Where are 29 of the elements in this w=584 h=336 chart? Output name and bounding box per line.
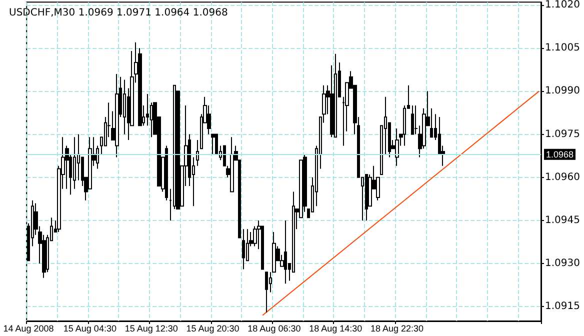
- x-tick-label: 15 Aug 20:30: [186, 324, 240, 334]
- candlestick: [242, 228, 245, 270]
- y-tick-label: 1.1005: [545, 42, 580, 54]
- x-tick-label: 14 Aug 2008: [3, 324, 54, 334]
- y-tick-label: 1.0960: [545, 172, 580, 183]
- text: USDCHF,M30 1.0969 1.0971 1.0964 1.0968: [9, 8, 228, 18]
- x-tick-label: 15 Aug 12:30: [124, 324, 178, 334]
- candlestick: [211, 134, 215, 155]
- y-tick-label: 1.0990: [545, 86, 580, 97]
- y-tick-label: 1.1020: [545, 0, 580, 10]
- candlestick: [284, 220, 287, 284]
- ref-line-label: 1.0968: [546, 149, 574, 160]
- x-tick-label: 18 Aug 14:30: [309, 324, 362, 334]
- candlestick: [334, 53, 337, 138]
- candlestick: [165, 145, 168, 201]
- y-tick-label: 1.0945: [545, 214, 580, 226]
- y-tick-label: 1.0975: [545, 128, 580, 140]
- candlestick: [265, 272, 268, 313]
- candlestick: [365, 174, 368, 221]
- y-tick-label: 1.0915: [545, 301, 580, 312]
- x-tick-label: 18 Aug 22:30: [370, 324, 424, 334]
- candlestick: [115, 73, 119, 158]
- y-tick-label: 1.0930: [545, 258, 580, 270]
- candlestick: [230, 136, 234, 192]
- candlestick: [196, 140, 199, 166]
- x-tick-label: 15 Aug 04:30: [63, 324, 116, 334]
- x-tick-label: 18 Aug 06:30: [248, 324, 301, 334]
- candlestick: [411, 105, 414, 135]
- candlestick: [395, 128, 399, 166]
